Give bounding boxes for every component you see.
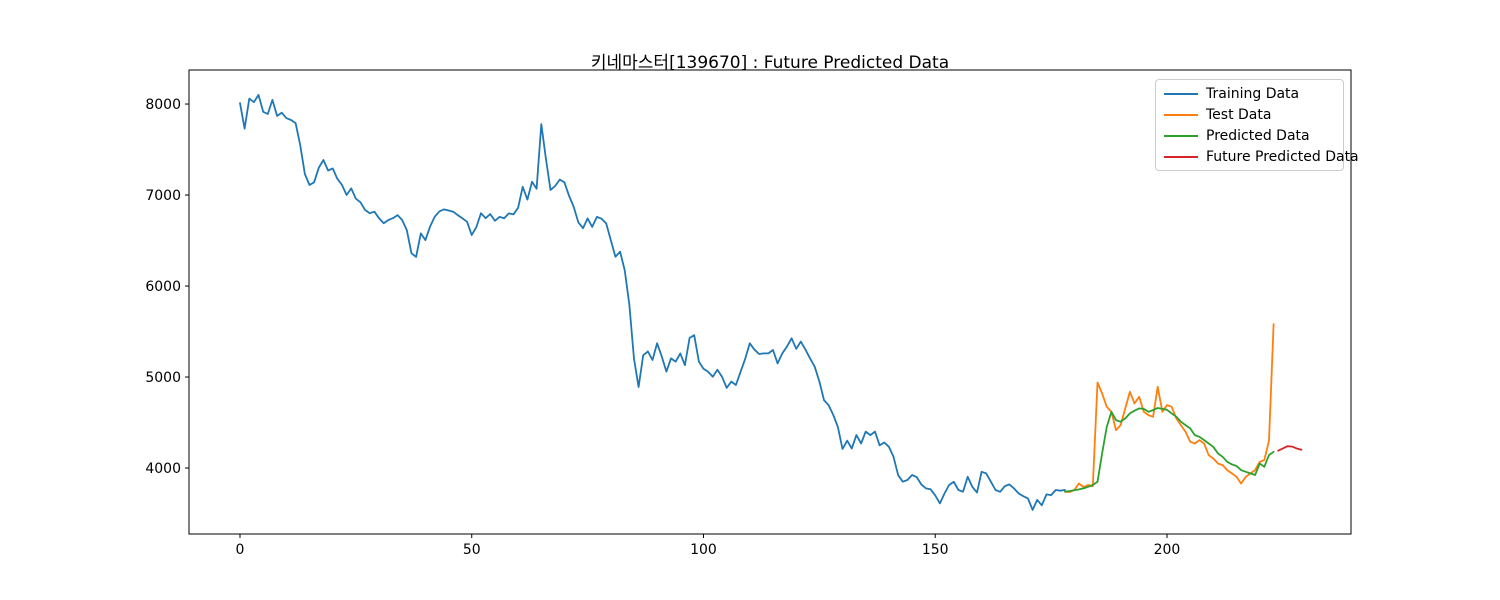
legend-item-training-data: Training Data xyxy=(1164,83,1335,104)
x-axis-tick-label: 150 xyxy=(922,542,949,558)
x-axis-tick-label: 100 xyxy=(690,542,717,558)
legend-line-sample xyxy=(1164,134,1198,137)
x-axis-tick-label: 200 xyxy=(1154,542,1181,558)
legend: Training Data Test Data Predicted Data Futu… xyxy=(1155,79,1359,171)
legend-label: Test Data xyxy=(1206,106,1272,123)
y-axis-tick-label: 5000 xyxy=(145,370,181,386)
y-axis-tick-label: 8000 xyxy=(145,97,181,113)
legend-item-predicted-data: Predicted Data xyxy=(1164,125,1335,146)
plot-frame xyxy=(188,69,1352,535)
x-axis-tick-label: 50 xyxy=(463,542,481,558)
y-axis-tick-label: 4000 xyxy=(145,461,181,477)
chart-title: 키네마스터[139670] : Future Predicted Data xyxy=(590,53,950,73)
y-axis-tick-label: 6000 xyxy=(145,279,181,295)
x-axis-tick-label: 0 xyxy=(236,542,245,558)
legend-label: Training Data xyxy=(1206,85,1300,102)
legend-item-future-predicted-data: Future Predicted Data xyxy=(1164,146,1359,167)
line-test-data xyxy=(1064,323,1275,493)
line-future-predicted-data xyxy=(1277,445,1303,452)
line-predicted-data xyxy=(1064,407,1275,493)
legend-label: Predicted Data xyxy=(1206,127,1310,144)
y-axis-tick-label: 7000 xyxy=(145,188,181,204)
legend-line-sample xyxy=(1164,155,1198,158)
legend-label: Future Predicted Data xyxy=(1206,148,1359,165)
legend-line-sample xyxy=(1164,92,1198,95)
legend-item-test-data: Test Data xyxy=(1164,104,1335,125)
line-training-data xyxy=(239,94,1066,511)
legend-line-sample xyxy=(1164,113,1198,116)
